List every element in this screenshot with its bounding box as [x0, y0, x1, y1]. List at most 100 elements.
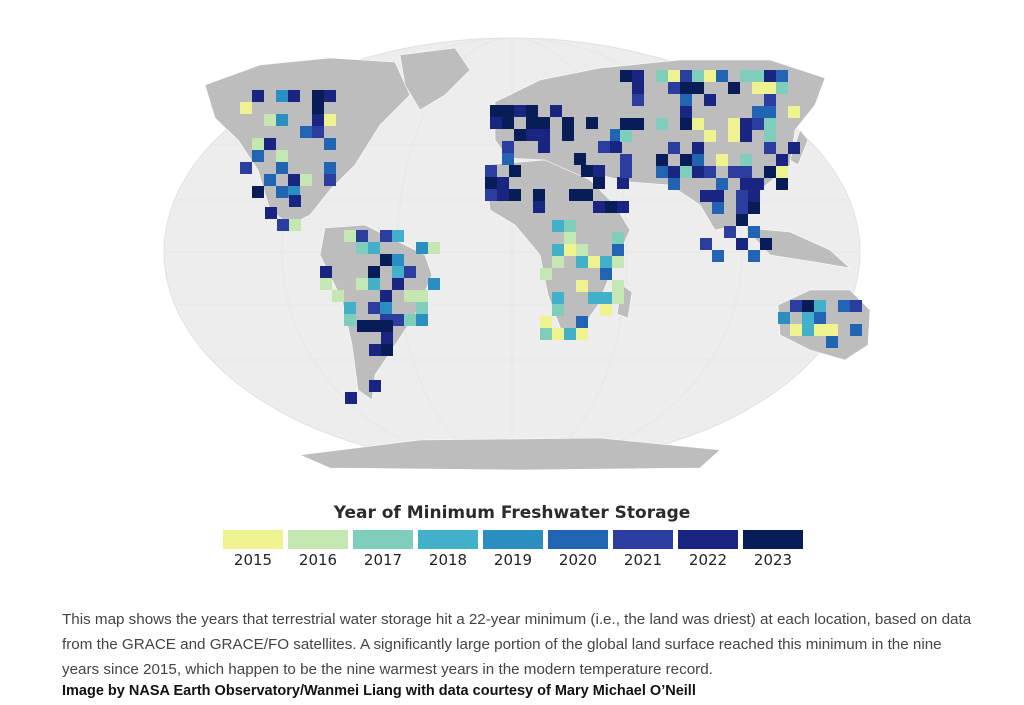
- map-cell: [700, 190, 712, 202]
- map-cell: [276, 162, 288, 174]
- legend-swatch-2020: [548, 530, 608, 549]
- map-cell: [740, 178, 752, 190]
- map-cell: [752, 82, 764, 94]
- legend-swatch-2015: [223, 530, 283, 549]
- map-cell: [605, 201, 617, 213]
- legend-label-2020: 2020: [558, 551, 598, 569]
- map-cell: [485, 165, 497, 177]
- map-cell: [838, 300, 850, 312]
- map-cell: [392, 230, 404, 242]
- map-cell: [368, 278, 380, 290]
- map-cell: [668, 166, 680, 178]
- legend-label-2022: 2022: [688, 551, 728, 569]
- map-cell: [716, 70, 728, 82]
- map-cell: [538, 141, 550, 153]
- map-cell: [740, 118, 752, 130]
- map-cell: [764, 70, 776, 82]
- map-cell: [320, 278, 332, 290]
- map-cell: [562, 129, 574, 141]
- legend-item-2020: 2020: [548, 530, 608, 569]
- legend-swatch-2019: [483, 530, 543, 549]
- legend-item-2015: 2015: [223, 530, 283, 569]
- legend-item-2016: 2016: [288, 530, 348, 569]
- map-cell: [716, 178, 728, 190]
- map-cell: [612, 232, 624, 244]
- map-cell: [680, 82, 692, 94]
- map-cell: [668, 82, 680, 94]
- map-cell: [617, 177, 629, 189]
- map-cell: [656, 154, 668, 166]
- map-cell: [764, 166, 776, 178]
- map-cell: [776, 178, 788, 190]
- map-cell: [581, 165, 593, 177]
- map-cell: [814, 324, 826, 336]
- map-cell: [668, 178, 680, 190]
- map-cell: [564, 232, 576, 244]
- map-cell: [740, 166, 752, 178]
- map-cell: [497, 189, 509, 201]
- map-cell: [552, 292, 564, 304]
- map-cell: [576, 328, 588, 340]
- map-cell: [588, 292, 600, 304]
- map-cell: [760, 238, 772, 250]
- map-cell: [356, 242, 368, 254]
- map-cell: [740, 70, 752, 82]
- world-map: [163, 37, 871, 471]
- map-cell: [788, 106, 800, 118]
- map-cell: [312, 114, 324, 126]
- map-cell: [778, 312, 790, 324]
- map-cell: [369, 320, 381, 332]
- map-cell: [490, 117, 502, 129]
- map-cell: [381, 320, 393, 332]
- map-cell: [814, 312, 826, 324]
- map-cell: [538, 129, 550, 141]
- map-cell: [620, 130, 632, 142]
- map-cell: [656, 70, 668, 82]
- map-cell: [790, 300, 802, 312]
- map-cell: [598, 141, 610, 153]
- map-cell: [764, 142, 776, 154]
- map-cell: [404, 290, 416, 302]
- legend-label-2023: 2023: [753, 551, 793, 569]
- map-cell: [576, 244, 588, 256]
- legend-item-2018: 2018: [418, 530, 478, 569]
- map-cell: [704, 94, 716, 106]
- map-cell: [264, 174, 276, 186]
- map-cell: [576, 280, 588, 292]
- map-cell: [600, 268, 612, 280]
- map-cell: [728, 82, 740, 94]
- map-cell: [264, 114, 276, 126]
- map-cell: [380, 290, 392, 302]
- map-cell: [712, 190, 724, 202]
- map-cell: [764, 118, 776, 130]
- map-cell: [680, 106, 692, 118]
- map-cell: [680, 118, 692, 130]
- antarctica-land: [298, 437, 721, 471]
- map-cell: [332, 290, 344, 302]
- map-cell: [586, 117, 598, 129]
- legend-item-2017: 2017: [353, 530, 413, 569]
- map-cell: [552, 244, 564, 256]
- legend-swatch-2023: [743, 530, 803, 549]
- map-cell: [392, 254, 404, 266]
- map-cell: [612, 244, 624, 256]
- map-cell: [802, 324, 814, 336]
- map-cell: [692, 70, 704, 82]
- map-cell: [680, 70, 692, 82]
- map-cell: [416, 290, 428, 302]
- map-cell: [485, 189, 497, 201]
- map-cell: [368, 302, 380, 314]
- map-cell: [802, 300, 814, 312]
- map-cell: [612, 280, 624, 292]
- map-cell: [588, 256, 600, 268]
- map-cell: [538, 117, 550, 129]
- map-cell: [752, 118, 764, 130]
- map-cell: [288, 90, 300, 102]
- map-cell: [692, 142, 704, 154]
- legend-swatch-2021: [613, 530, 673, 549]
- map-cell: [252, 90, 264, 102]
- map-cell: [692, 118, 704, 130]
- legend-label-2018: 2018: [428, 551, 468, 569]
- map-cell: [704, 70, 716, 82]
- map-cell: [526, 117, 538, 129]
